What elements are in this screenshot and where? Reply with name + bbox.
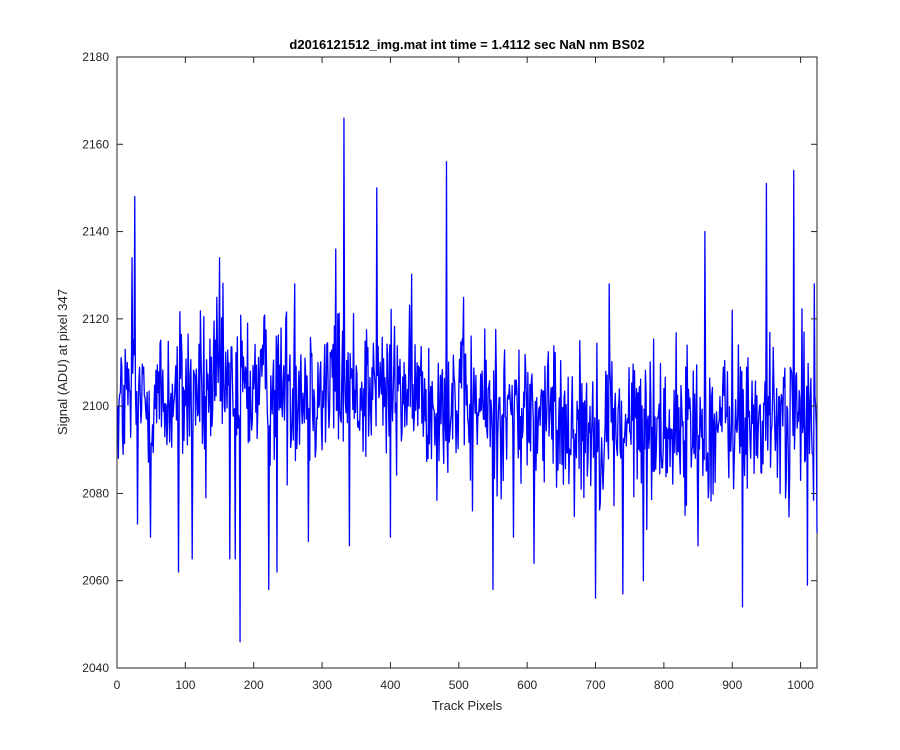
x-axis-label: Track Pixels bbox=[432, 698, 503, 713]
y-tick-label: 2100 bbox=[82, 399, 109, 413]
plot-area bbox=[116, 56, 818, 669]
x-tick-label: 800 bbox=[654, 678, 674, 692]
y-tick-label: 2140 bbox=[82, 225, 109, 239]
y-tick-label: 2040 bbox=[82, 661, 109, 675]
x-tick-label: 0 bbox=[114, 678, 121, 692]
y-tick-label: 2120 bbox=[82, 312, 109, 326]
x-tick-label: 200 bbox=[244, 678, 264, 692]
x-tick-label: 300 bbox=[312, 678, 332, 692]
x-tick-label: 400 bbox=[380, 678, 400, 692]
x-tick-label: 900 bbox=[722, 678, 742, 692]
x-tick-label: 700 bbox=[586, 678, 606, 692]
series-line bbox=[117, 117, 818, 643]
x-axis-ticks: 0 100 200 300 400 500 600 700 800 900 1000 bbox=[114, 57, 814, 692]
y-axis-label: Signal (ADU) at pixel 347 bbox=[55, 289, 70, 435]
y-tick-label: 2180 bbox=[82, 50, 109, 64]
y-axis-ticks: 2040 2060 2080 2100 2120 2140 2160 2180 bbox=[82, 50, 817, 675]
chart-title: d2016121512_img.mat int time = 1.4112 se… bbox=[289, 37, 644, 52]
y-tick-label: 2080 bbox=[82, 486, 109, 500]
y-tick-label: 2160 bbox=[82, 137, 109, 151]
x-tick-label: 1000 bbox=[787, 678, 814, 692]
series-layer bbox=[117, 117, 818, 643]
y-tick-label: 2060 bbox=[82, 574, 109, 588]
x-tick-label: 600 bbox=[517, 678, 537, 692]
x-tick-label: 100 bbox=[175, 678, 195, 692]
x-tick-label: 500 bbox=[449, 678, 469, 692]
